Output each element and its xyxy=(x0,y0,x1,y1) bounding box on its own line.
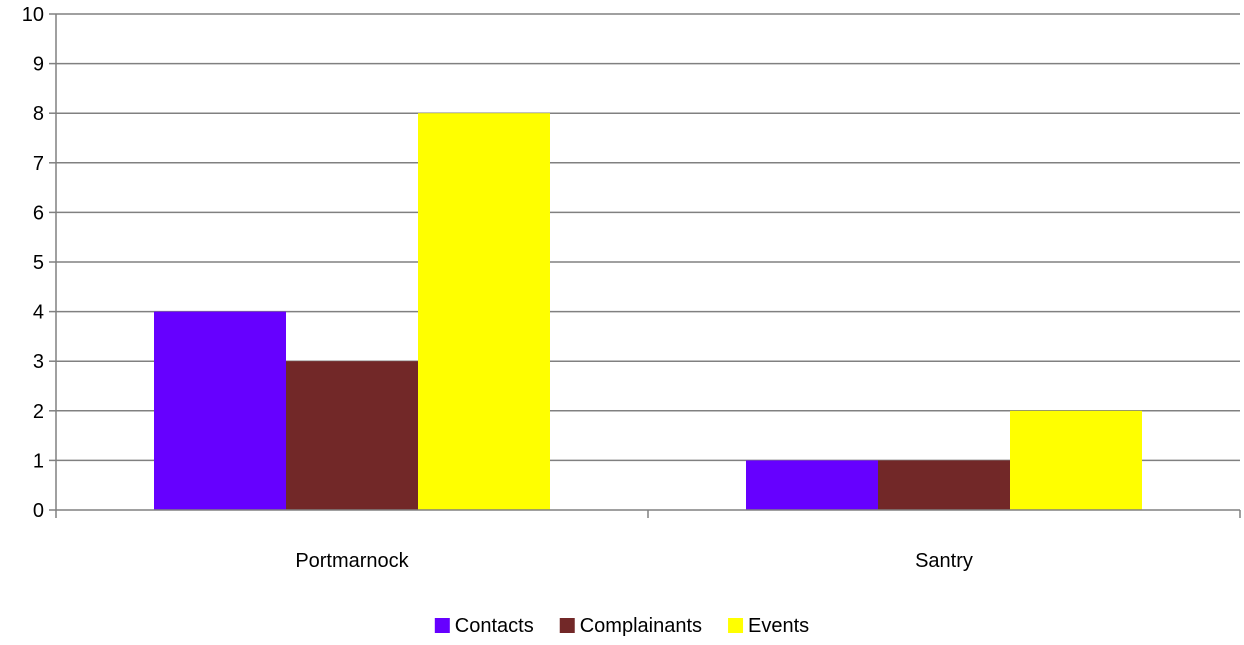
bar-events-santry xyxy=(1010,410,1142,510)
legend-label: Complainants xyxy=(580,615,702,637)
y-tick-label: 0 xyxy=(33,500,44,522)
y-tick-label: 10 xyxy=(22,4,44,26)
bar-events-portmarnock xyxy=(418,113,550,510)
x-category-label: Portmarnock xyxy=(295,550,409,572)
y-tick-label: 9 xyxy=(33,54,44,76)
bar-complainants-santry xyxy=(878,460,1010,510)
legend-item-complainants: Complainants xyxy=(559,615,702,637)
y-tick-label: 1 xyxy=(33,450,44,472)
y-tick-label: 4 xyxy=(33,302,44,324)
bars xyxy=(154,113,1142,510)
legend-swatch xyxy=(559,618,575,633)
legend-item-contacts: Contacts xyxy=(434,615,534,637)
legend-label: Events xyxy=(748,615,809,637)
y-tick-label: 6 xyxy=(33,202,44,224)
bar-complainants-portmarnock xyxy=(286,361,418,510)
y-tick-label: 2 xyxy=(33,401,44,423)
legend-swatch xyxy=(434,618,450,633)
y-tick-label: 8 xyxy=(33,103,44,125)
y-tick-label: 3 xyxy=(33,351,44,373)
legend-swatch xyxy=(728,618,744,633)
legend-item-events: Events xyxy=(728,615,809,637)
axes xyxy=(49,13,1241,518)
bar-contacts-santry xyxy=(746,460,878,510)
axis-labels: 0 1 2 3 4 5 6 7 8 9 10 Portmarnock Santry xyxy=(22,4,973,572)
legend: Contacts Complainants Events xyxy=(434,615,809,637)
y-tick-label: 5 xyxy=(33,252,44,274)
y-tick-label: 7 xyxy=(33,153,44,175)
legend-label: Contacts xyxy=(455,615,534,637)
x-category-label: Santry xyxy=(915,550,973,572)
bar-contacts-portmarnock xyxy=(154,311,286,510)
